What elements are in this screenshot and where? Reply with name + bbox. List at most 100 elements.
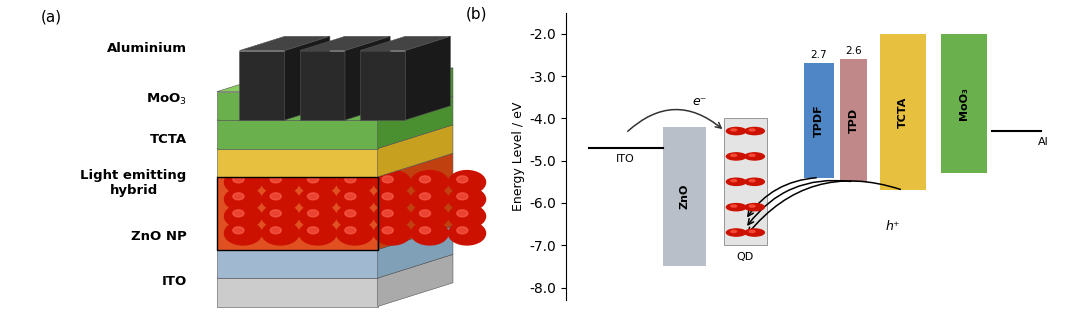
Circle shape [225, 188, 262, 211]
Circle shape [373, 188, 411, 211]
Polygon shape [217, 226, 453, 250]
Text: e⁻: e⁻ [692, 95, 707, 108]
Text: h⁺: h⁺ [886, 220, 900, 233]
Circle shape [225, 171, 262, 194]
Circle shape [382, 176, 393, 183]
Circle shape [456, 210, 467, 217]
Polygon shape [378, 125, 453, 177]
Circle shape [731, 230, 737, 233]
Text: Light emitting
hybrid: Light emitting hybrid [81, 169, 187, 197]
Circle shape [345, 227, 356, 234]
Circle shape [726, 204, 746, 211]
Circle shape [270, 210, 282, 217]
Polygon shape [285, 36, 330, 120]
Circle shape [345, 176, 356, 183]
Circle shape [373, 171, 411, 194]
Circle shape [449, 222, 486, 245]
Circle shape [345, 193, 356, 200]
Text: TCTA: TCTA [898, 96, 909, 128]
Text: ZnO: ZnO [679, 184, 689, 209]
Polygon shape [239, 51, 285, 120]
Circle shape [299, 188, 336, 211]
Polygon shape [299, 36, 390, 51]
Circle shape [308, 210, 319, 217]
Circle shape [731, 154, 737, 156]
Polygon shape [217, 153, 453, 177]
Text: TCTA: TCTA [150, 132, 187, 146]
Circle shape [233, 193, 244, 200]
Circle shape [336, 222, 373, 245]
Polygon shape [299, 51, 345, 120]
Circle shape [411, 171, 448, 194]
Text: MoO₃: MoO₃ [959, 87, 969, 120]
Polygon shape [217, 68, 453, 92]
Circle shape [745, 204, 764, 211]
Circle shape [745, 178, 764, 185]
FancyBboxPatch shape [941, 34, 987, 173]
Polygon shape [217, 125, 453, 149]
Circle shape [749, 154, 755, 156]
Circle shape [449, 171, 486, 194]
Polygon shape [345, 36, 390, 120]
Text: QD: QD [737, 252, 753, 262]
Circle shape [382, 227, 393, 234]
Circle shape [745, 229, 764, 236]
Polygon shape [217, 96, 453, 120]
Text: (a): (a) [41, 9, 62, 24]
Circle shape [749, 179, 755, 182]
Circle shape [419, 193, 430, 200]
Polygon shape [217, 254, 453, 278]
Text: 2.6: 2.6 [845, 46, 862, 56]
Polygon shape [360, 51, 405, 120]
Circle shape [731, 179, 737, 182]
Circle shape [419, 210, 430, 217]
Circle shape [262, 222, 299, 245]
Circle shape [726, 229, 746, 236]
Circle shape [456, 193, 467, 200]
Circle shape [373, 222, 411, 245]
Circle shape [299, 171, 336, 194]
Circle shape [745, 127, 764, 135]
Circle shape [411, 204, 448, 228]
Polygon shape [239, 36, 330, 51]
Polygon shape [378, 96, 453, 149]
Circle shape [336, 188, 373, 211]
Circle shape [419, 227, 430, 234]
FancyBboxPatch shape [804, 64, 834, 178]
Text: Al: Al [1037, 137, 1048, 147]
Text: (b): (b) [465, 7, 487, 22]
Circle shape [299, 204, 336, 228]
Circle shape [336, 204, 373, 228]
Circle shape [726, 178, 746, 185]
Polygon shape [360, 36, 450, 51]
Circle shape [262, 204, 299, 228]
Circle shape [308, 227, 319, 234]
Circle shape [308, 176, 319, 183]
Circle shape [336, 171, 373, 194]
Polygon shape [378, 153, 453, 250]
Circle shape [749, 129, 755, 131]
Circle shape [299, 222, 336, 245]
Circle shape [270, 176, 282, 183]
Circle shape [270, 227, 282, 234]
Text: ITO: ITO [162, 275, 187, 288]
Text: TPDF: TPDF [814, 104, 824, 137]
Circle shape [373, 204, 411, 228]
Text: Aluminium: Aluminium [107, 42, 187, 56]
Text: ITO: ITO [616, 154, 636, 164]
Polygon shape [217, 177, 378, 250]
FancyBboxPatch shape [840, 59, 867, 182]
Polygon shape [378, 68, 453, 120]
Circle shape [449, 204, 486, 228]
Circle shape [233, 227, 244, 234]
Polygon shape [217, 250, 378, 278]
Circle shape [411, 222, 448, 245]
Circle shape [308, 193, 319, 200]
Polygon shape [378, 254, 453, 307]
Circle shape [262, 188, 299, 211]
Circle shape [456, 227, 467, 234]
Circle shape [345, 210, 356, 217]
Circle shape [233, 176, 244, 183]
FancyBboxPatch shape [724, 118, 768, 245]
Circle shape [449, 188, 486, 211]
